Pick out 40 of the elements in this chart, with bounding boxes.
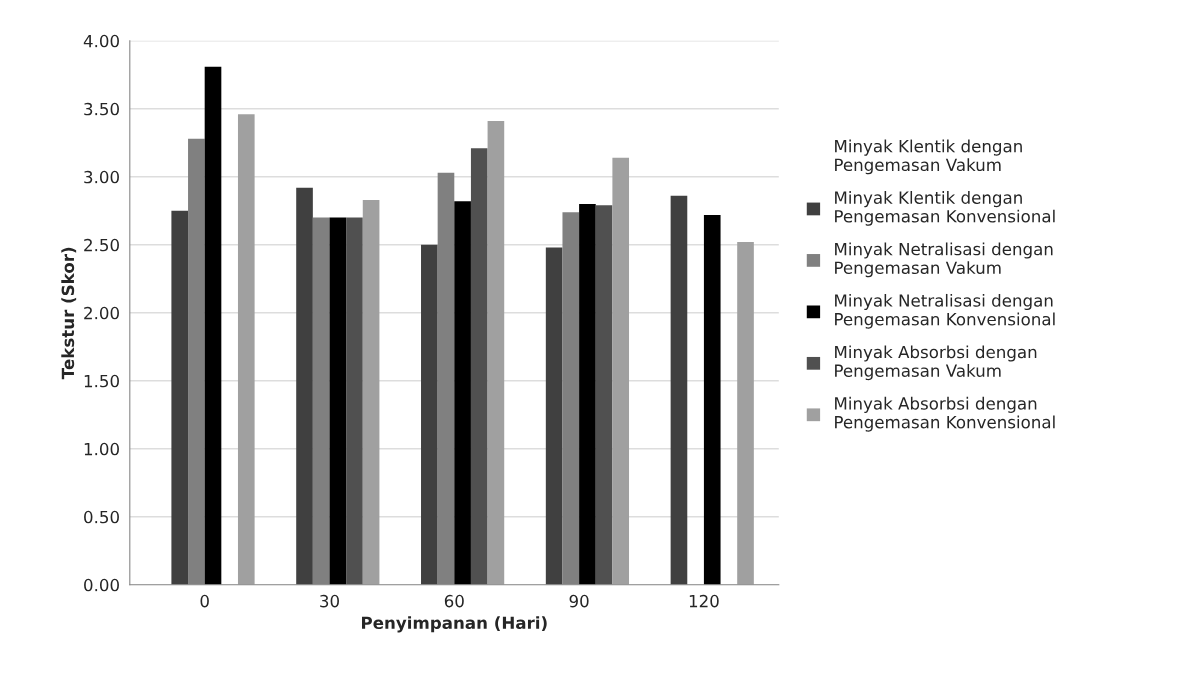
bar — [579, 204, 596, 585]
bar — [595, 205, 613, 585]
bar — [171, 210, 189, 585]
legend-label: Minyak Netralisasi dengan Pengemasan Vakum — [835, 242, 1053, 278]
bar — [204, 66, 222, 585]
legend-label: Minyak Netralisasi dengan Pengemasan Konvensional — [835, 293, 1055, 329]
text: Minyak Klentik dengan Pengemasan Vakum — [835, 139, 1022, 175]
bar — [346, 217, 363, 585]
y-tick-label: 1.00 — [84, 442, 119, 456]
x-tick-label: 90 — [569, 594, 589, 608]
bar — [362, 199, 380, 585]
legend-label: Minyak Absorbsi dengan Pengemasan Konvensional — [835, 396, 1055, 432]
y-axis-title: Tekstur (Skor) — [61, 247, 77, 380]
bar — [421, 244, 438, 585]
y-tick-label: 0.50 — [84, 510, 119, 524]
bar — [454, 201, 471, 585]
y-tick-label: 2.50 — [84, 238, 119, 252]
y-tick-label: 4.00 — [83, 34, 119, 48]
y-tick-label: 0.00 — [84, 578, 119, 592]
x-tick-label: 60 — [444, 594, 464, 608]
y-tick-label: 3.50 — [84, 102, 119, 116]
bar — [670, 195, 688, 585]
x-tick-label: 120 — [689, 594, 719, 608]
x-axis-title: Penyimpanan (Hari) — [362, 616, 547, 633]
bar — [296, 187, 313, 585]
bar — [545, 247, 563, 585]
y-tick-label: 1.50 — [84, 374, 119, 388]
bar — [237, 114, 255, 585]
x-tick-label: 0 — [200, 594, 209, 608]
bar — [329, 217, 347, 585]
y-tick-label: 3.00 — [84, 170, 119, 184]
bar — [487, 121, 505, 585]
bar — [737, 242, 754, 585]
y-tick-label: 2.00 — [84, 306, 119, 320]
legend-label: Minyak Absorbsi dengan Pengemasan Vakum — [835, 345, 1037, 381]
bar — [703, 214, 721, 585]
legend-label: Minyak Klentik dengan Pengemasan Konvensional — [835, 191, 1055, 226]
bar — [612, 157, 630, 585]
bar — [470, 148, 488, 585]
x-tick-label: 30 — [320, 594, 339, 608]
